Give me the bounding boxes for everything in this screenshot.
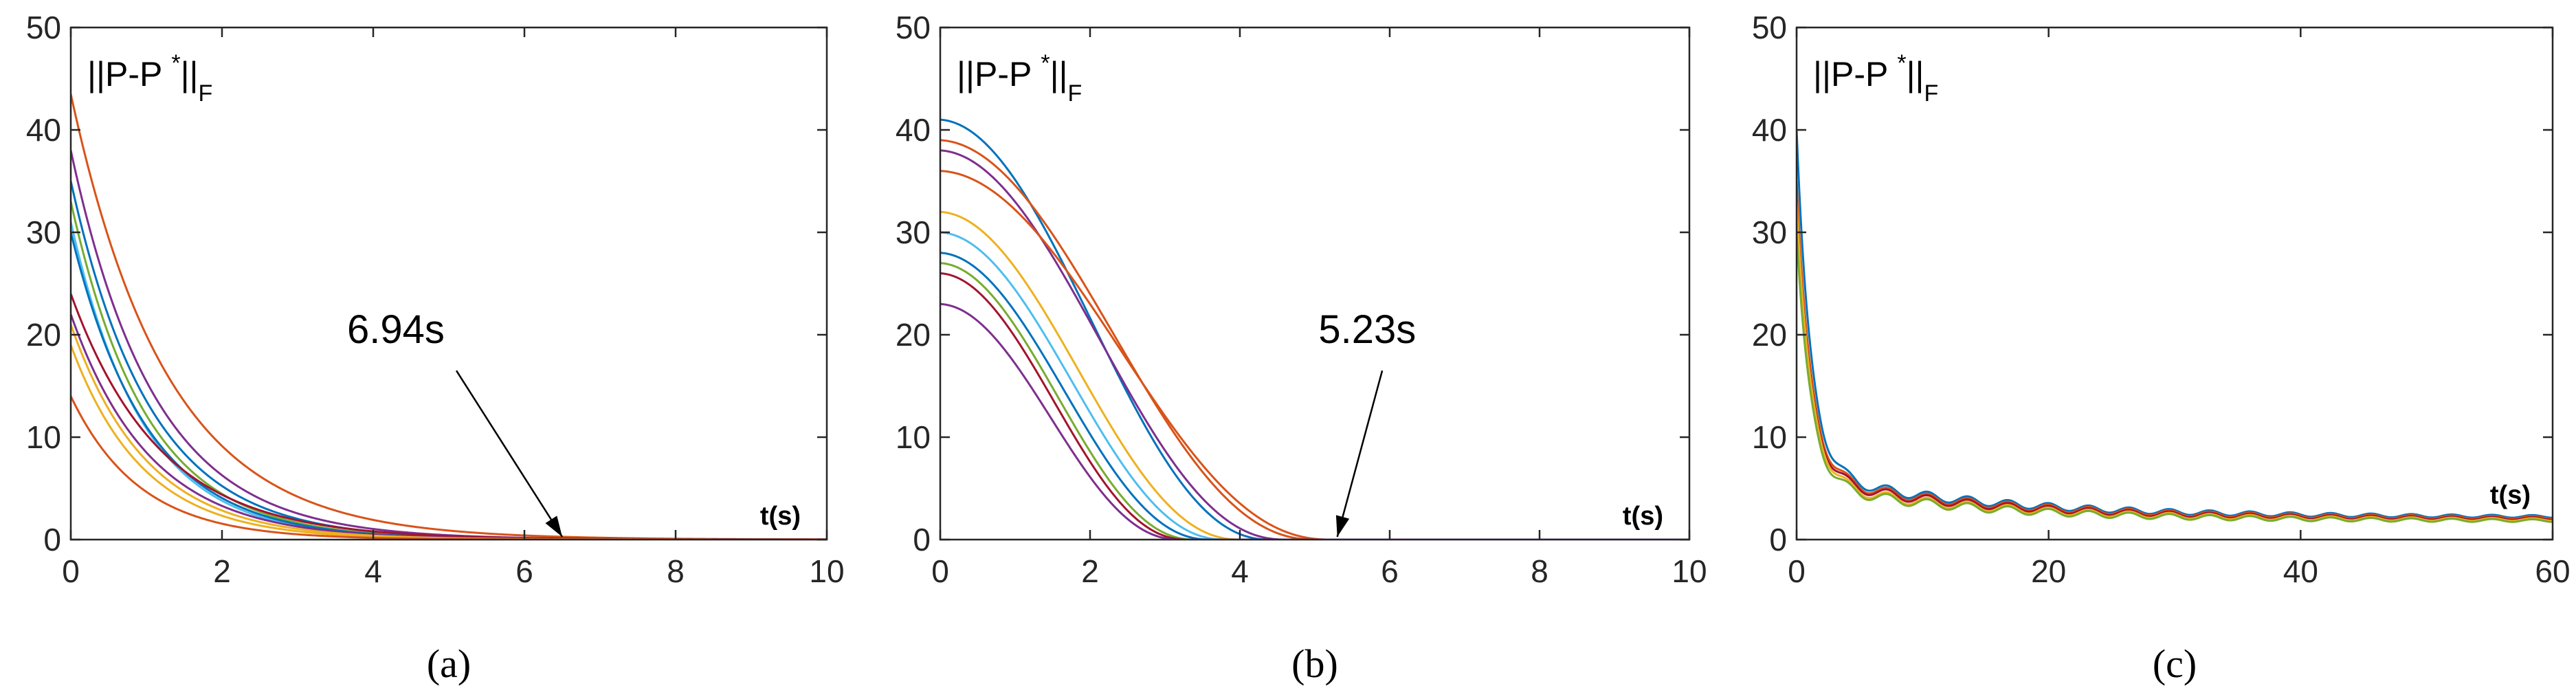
x-tick-label: 4	[364, 553, 382, 589]
y-tick-label: 50	[896, 10, 931, 45]
series-group	[1797, 129, 2553, 523]
y-label-sup: *	[1897, 50, 1906, 76]
annotation-label: 6.94s	[347, 307, 445, 352]
annotation-arrow-line	[1336, 370, 1384, 538]
series-line	[940, 210, 1689, 540]
x-axis-label: t(s)	[1623, 502, 1663, 531]
y-tick-label: 0	[43, 522, 61, 557]
axes-frame	[939, 26, 1691, 541]
y-axis-label: ||P-P *||F	[1813, 50, 1938, 107]
x-axis-label: t(s)	[2490, 480, 2531, 509]
y-tick-label: 10	[896, 419, 931, 455]
annotation-arrow-line	[455, 370, 564, 538]
series-line	[71, 232, 827, 540]
y-axis-label: ||P-P *||F	[957, 50, 1082, 107]
axes-frame	[1795, 26, 2554, 541]
y-tick-label: 10	[1752, 419, 1787, 455]
series-line	[940, 272, 1689, 540]
y-tick-label: 0	[1769, 522, 1787, 557]
x-tick-label: 0	[1788, 553, 1806, 589]
series-line	[1797, 129, 2553, 519]
series-group	[940, 118, 1689, 540]
series-line	[71, 201, 827, 540]
series-line	[940, 302, 1689, 540]
series-line	[1797, 201, 2553, 521]
y-label-main: ||P-P	[957, 55, 1041, 93]
y-label-sup: *	[171, 50, 180, 76]
y-label-main: ||P-P	[1813, 55, 1897, 93]
y-label-main: ||P-P	[87, 55, 171, 93]
series-line	[940, 262, 1689, 540]
x-axis-label: t(s)	[760, 502, 801, 531]
x-tick-label: 0	[62, 553, 80, 589]
x-tick-label: 6	[515, 553, 533, 589]
series-group	[71, 93, 827, 540]
y-tick-label: 20	[26, 317, 61, 353]
x-tick-label: 8	[1531, 553, 1548, 589]
x-tick-label: 2	[213, 553, 231, 589]
x-tick-label: 60	[2535, 553, 2570, 589]
y-label-end: ||	[181, 55, 199, 93]
series-line	[71, 344, 827, 540]
x-tick-label: 40	[2283, 553, 2318, 589]
x-tick-label: 2	[1081, 553, 1099, 589]
series-line	[71, 324, 827, 540]
series-line	[940, 149, 1689, 540]
x-tick-label: 10	[809, 553, 844, 589]
y-tick-label: 40	[26, 112, 61, 148]
subplot-caption: (c)	[2153, 641, 2197, 686]
y-label-sup: *	[1041, 50, 1050, 76]
y-tick-label: 0	[913, 522, 931, 557]
y-tick-label: 40	[896, 112, 931, 148]
y-label-sub: F	[1924, 80, 1939, 107]
x-tick-label: 20	[2031, 553, 2066, 589]
series-line	[71, 293, 827, 540]
series-line	[940, 170, 1689, 540]
series-line	[1797, 201, 2553, 522]
series-line	[940, 231, 1689, 540]
y-tick-label: 20	[896, 317, 931, 353]
y-tick-label: 10	[26, 419, 61, 455]
y-tick-label: 20	[1752, 317, 1787, 353]
series-line	[940, 139, 1689, 540]
y-tick-label: 30	[1752, 214, 1787, 250]
y-tick-label: 50	[26, 10, 61, 45]
series-line	[940, 252, 1689, 540]
x-tick-label: 4	[1231, 553, 1249, 589]
y-label-sub: F	[199, 80, 213, 107]
y-label-sub: F	[1068, 80, 1082, 107]
subplot-caption: (a)	[427, 641, 471, 686]
annotation-arrow-head	[545, 516, 562, 537]
subplot-caption: (b)	[1291, 641, 1338, 686]
y-label-end: ||	[1050, 55, 1068, 93]
series-line	[1797, 232, 2553, 523]
x-tick-label: 0	[931, 553, 949, 589]
y-tick-label: 40	[1752, 112, 1787, 148]
axes-frame	[69, 26, 828, 541]
x-tick-label: 6	[1381, 553, 1399, 589]
annotation-arrow-head	[1335, 515, 1350, 537]
series-line	[71, 150, 827, 540]
x-tick-label: 8	[667, 553, 685, 589]
series-line	[940, 118, 1689, 540]
y-tick-label: 30	[896, 214, 931, 250]
y-label-end: ||	[1907, 55, 1924, 93]
series-line	[71, 313, 827, 540]
x-tick-label: 10	[1672, 553, 1707, 589]
series-line	[1797, 181, 2553, 520]
y-tick-label: 30	[26, 214, 61, 250]
y-axis-label: ||P-P *||F	[87, 50, 212, 107]
annotation-label: 5.23s	[1318, 307, 1416, 352]
series-line	[71, 395, 827, 540]
y-tick-label: 50	[1752, 10, 1787, 45]
